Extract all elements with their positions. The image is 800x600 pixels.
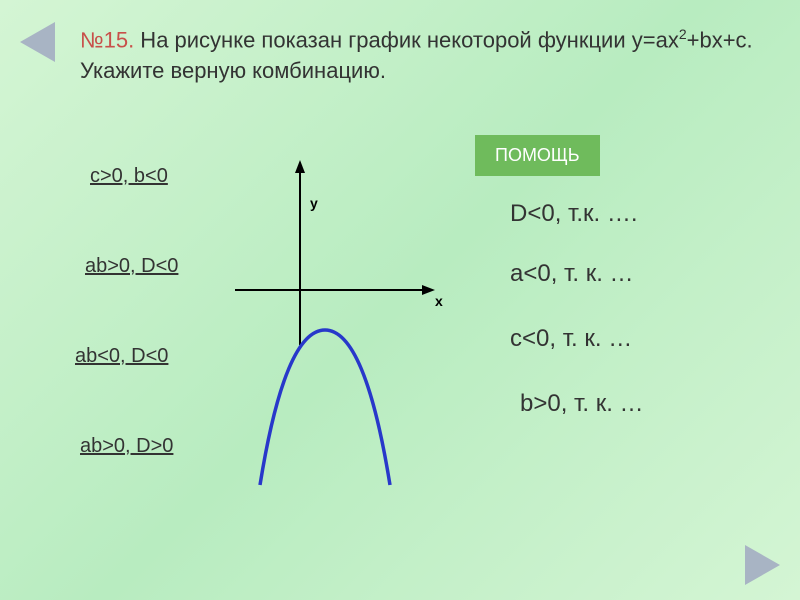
hint-b: b>0, т. к. … [520,390,644,418]
hint-discriminant: D<0, т.к. …. [510,200,638,228]
x-axis-label: х [435,293,443,309]
hint-a: a<0, т. к. … [510,260,634,288]
title-superscript: 2 [679,26,687,42]
answer-option-4[interactable]: ab>0, D>0 [80,435,173,458]
parabola-chart [230,155,430,485]
y-axis-label: у [310,195,318,211]
nav-forward-button[interactable] [745,545,780,585]
title-text-1: На рисунке показан график некоторой функ… [134,27,679,52]
chart-svg [230,155,440,495]
problem-number: №15. [80,27,134,52]
answer-option-2[interactable]: ab>0, D<0 [85,255,178,278]
problem-title: №15. На рисунке показан график некоторой… [80,25,760,87]
hint-c: с<0, т. к. … [510,325,632,353]
answer-option-3[interactable]: ab<0, D<0 [75,345,168,368]
parabola-curve [260,330,390,485]
help-button[interactable]: ПОМОЩЬ [475,135,600,176]
x-axis-arrow [422,285,435,295]
y-axis-arrow [295,160,305,173]
nav-back-button[interactable] [20,22,55,62]
answer-option-1[interactable]: с>0, b<0 [90,165,168,188]
